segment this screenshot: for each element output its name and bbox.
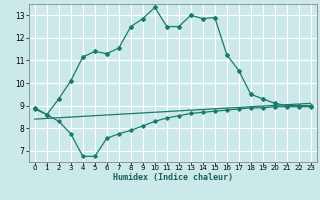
X-axis label: Humidex (Indice chaleur): Humidex (Indice chaleur) (113, 173, 233, 182)
